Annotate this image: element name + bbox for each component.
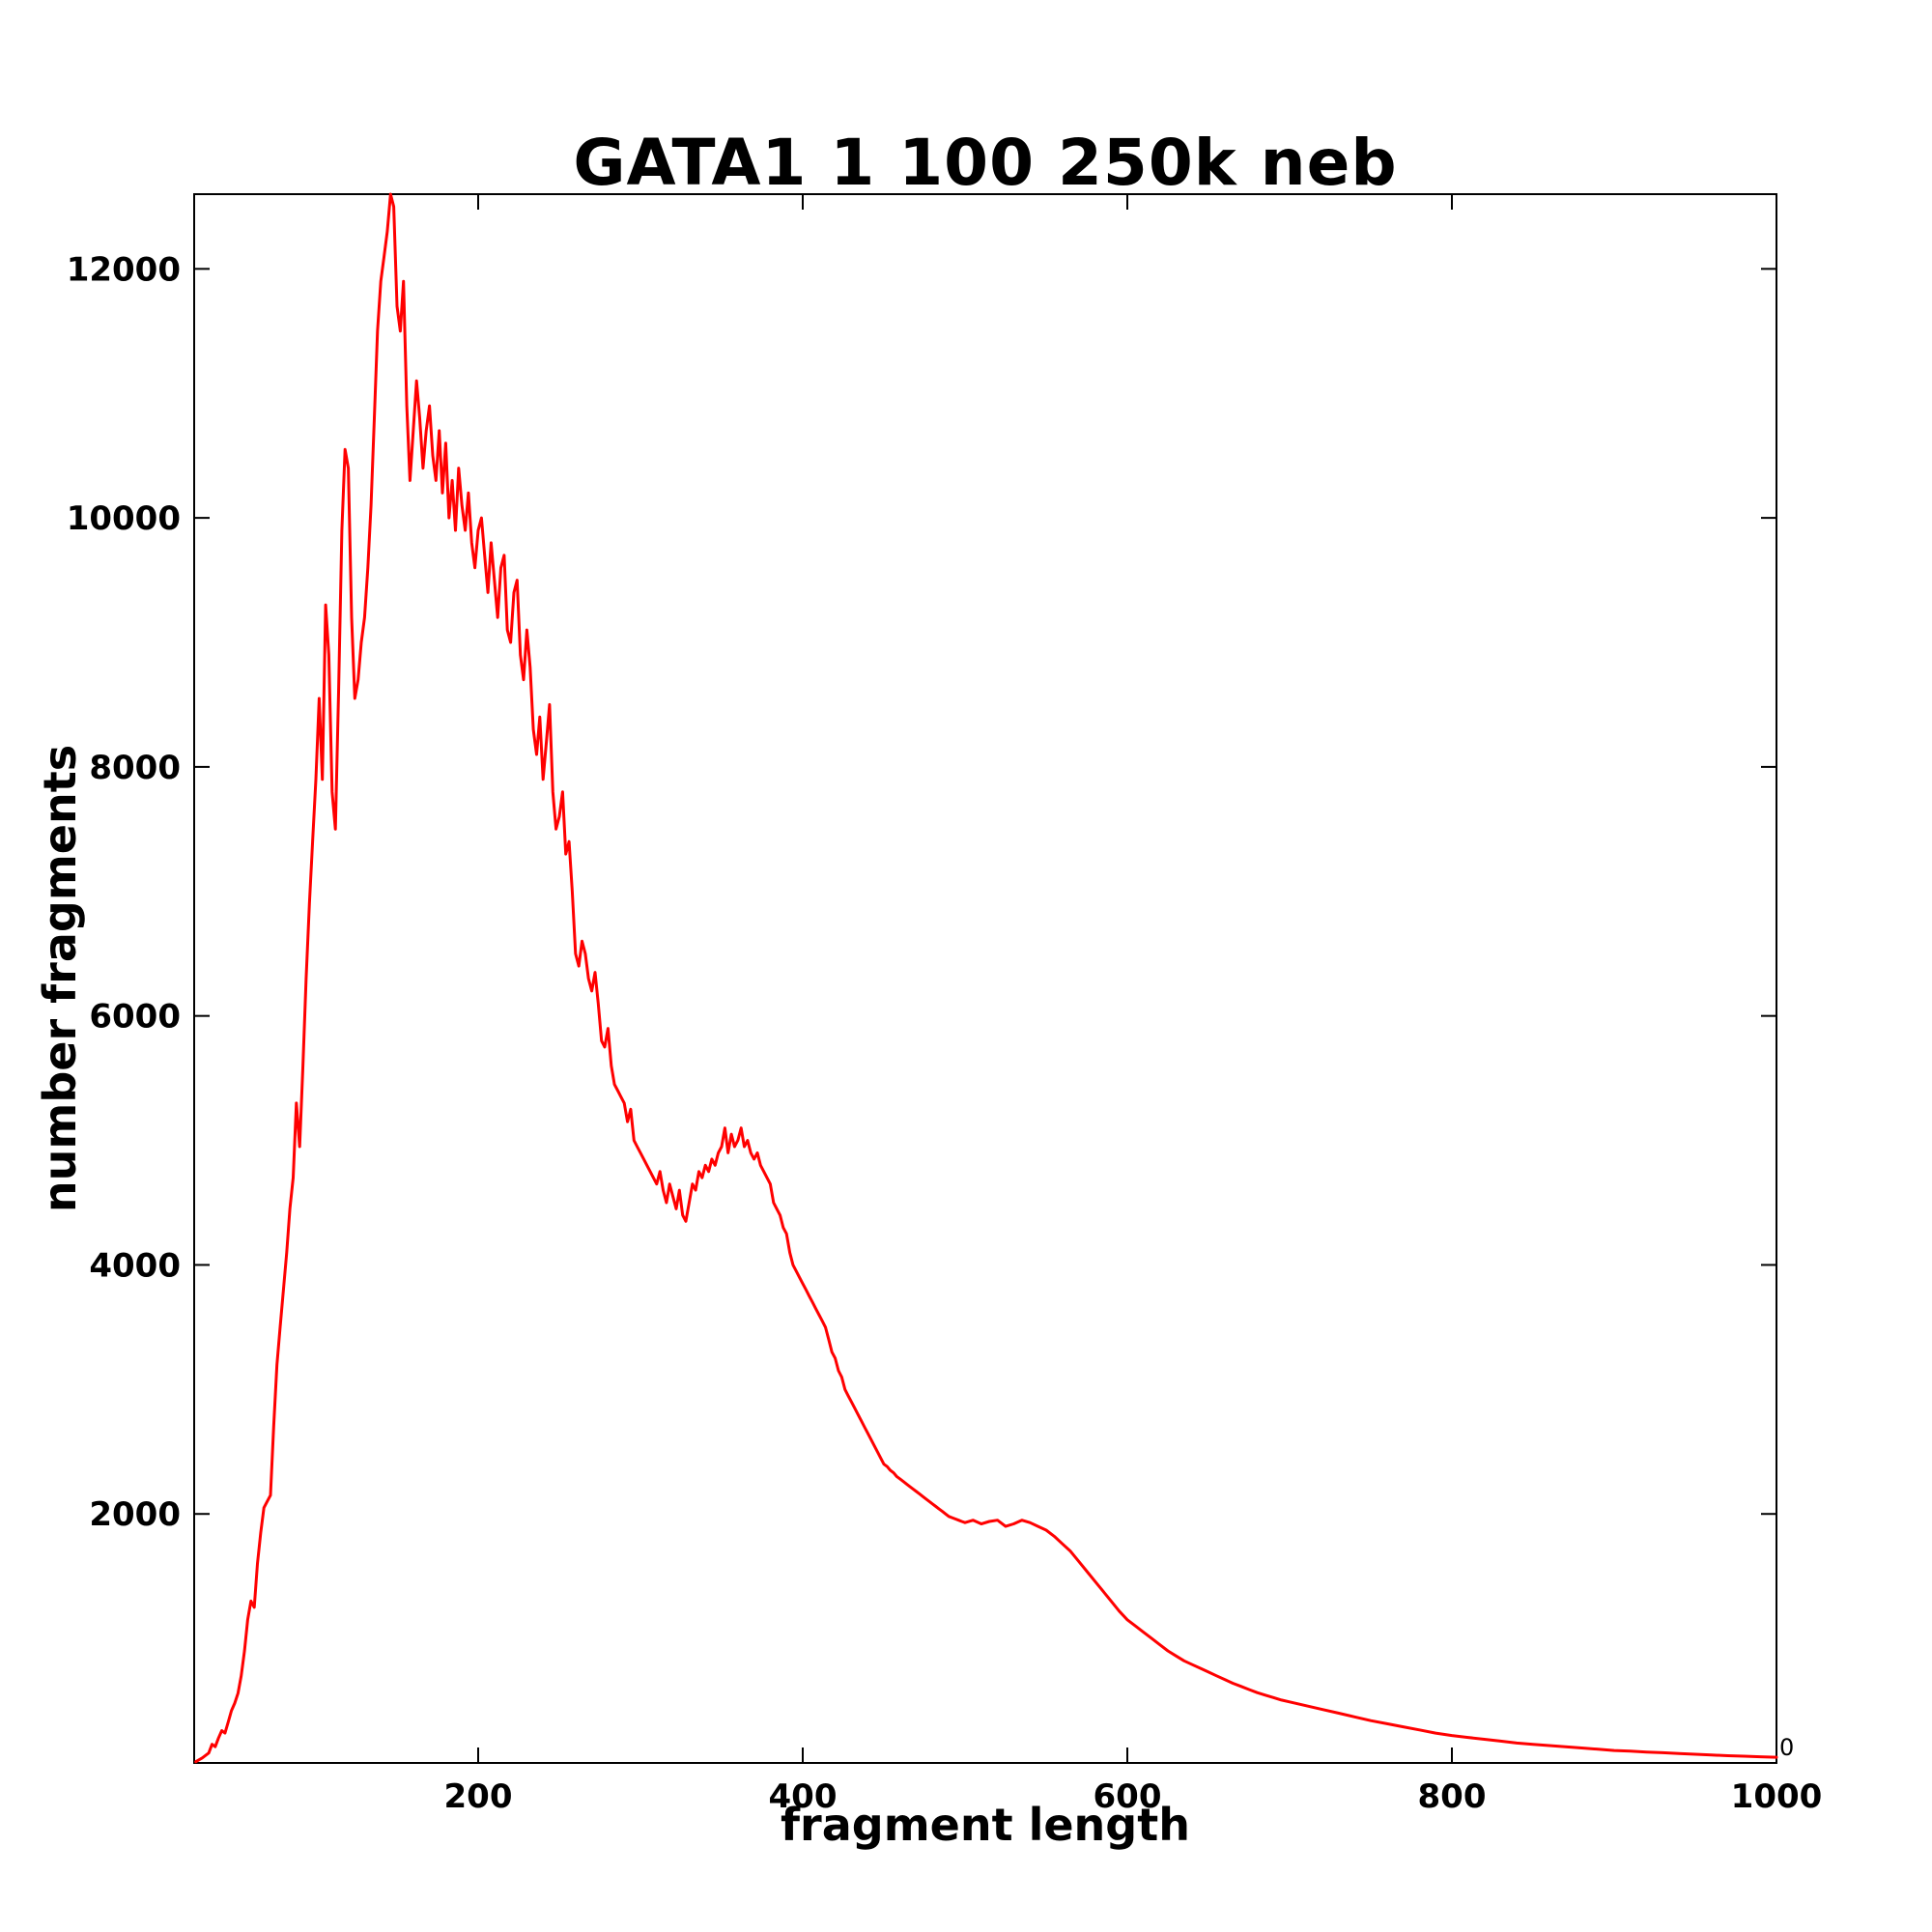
y-tick-label: 10000: [67, 499, 181, 538]
x-tick-label: 200: [444, 1777, 513, 1816]
x-tick-label: 400: [769, 1777, 838, 1816]
x-axis-label: fragment length: [781, 1799, 1190, 1851]
y-tick-label: 8000: [89, 749, 181, 787]
axes-spines: [193, 193, 1777, 1764]
x-tick-label: 600: [1094, 1777, 1162, 1816]
stray-zero-label: 0: [1779, 1734, 1794, 1761]
y-tick-label: 2000: [89, 1495, 181, 1534]
x-tick-label: 1000: [1731, 1777, 1823, 1816]
data-line: [194, 192, 1778, 1764]
x-tick-label: 800: [1418, 1777, 1487, 1816]
chart-title: GATA1 1 100 250k neb: [573, 126, 1398, 200]
y-tick-label: 6000: [89, 998, 181, 1037]
y-tick-label: 12000: [67, 250, 181, 289]
y-tick-label: 4000: [89, 1246, 181, 1285]
